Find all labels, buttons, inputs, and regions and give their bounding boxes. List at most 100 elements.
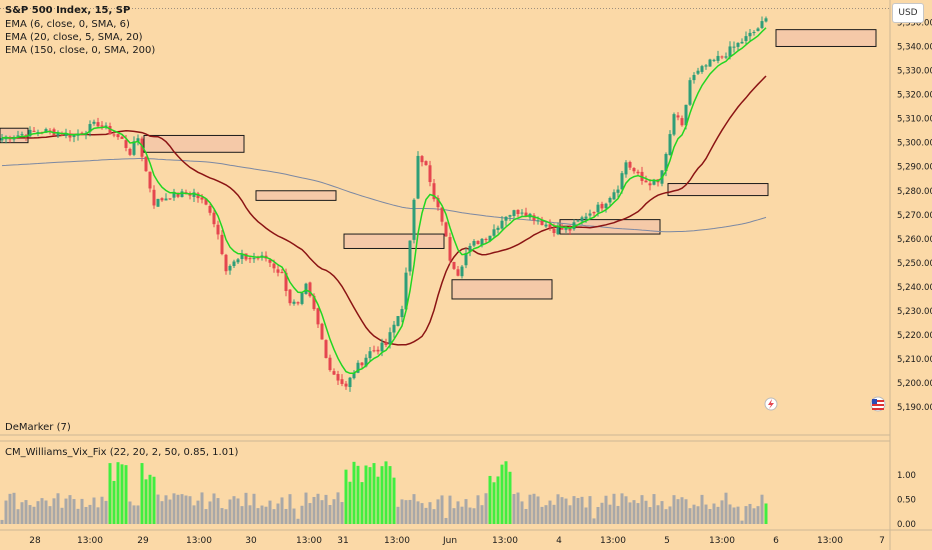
vix-bar xyxy=(708,508,712,524)
zone-box xyxy=(143,134,245,153)
candle-body xyxy=(380,342,384,352)
candle-body xyxy=(108,125,112,135)
indicator-ema-6[interactable]: EMA (6, close, 0, SMA, 6) xyxy=(5,19,130,30)
price-tick-label: 5,300.00 xyxy=(897,139,932,149)
candle-body xyxy=(236,259,240,263)
candle-body xyxy=(60,134,64,136)
vix-bar xyxy=(624,496,628,524)
candle-body xyxy=(412,199,416,240)
price-tick-label: 5,260.00 xyxy=(897,235,932,245)
candle-body xyxy=(608,197,612,203)
candle-body xyxy=(276,269,280,273)
symbol-title[interactable]: S&P 500 Index, 15, SP xyxy=(5,5,131,16)
vix-bar xyxy=(168,499,172,524)
candle-body xyxy=(680,118,684,126)
candle-body xyxy=(596,204,600,213)
vix-bar xyxy=(688,508,692,524)
candle-body xyxy=(164,198,168,201)
vix-bar xyxy=(468,507,472,524)
vix-bar xyxy=(560,497,564,524)
vix-bar xyxy=(604,495,608,524)
vix-tick-label: 0.00 xyxy=(897,520,916,530)
candle-body xyxy=(728,46,732,57)
vix-bar xyxy=(724,492,728,524)
vix-bar xyxy=(104,500,108,524)
candle-body xyxy=(132,141,136,155)
candle-body xyxy=(384,342,388,346)
vix-bar xyxy=(476,495,480,524)
candle-body xyxy=(424,161,428,166)
vix-bar xyxy=(388,466,392,524)
time-tick-label: 29 xyxy=(137,536,149,546)
vix-bar xyxy=(704,504,708,524)
candle-body xyxy=(756,28,760,31)
candle-body xyxy=(444,222,448,237)
candle-body xyxy=(296,302,300,304)
candle-body xyxy=(604,203,608,209)
candle-body xyxy=(160,198,164,201)
vix-bar xyxy=(496,476,500,524)
candle-body xyxy=(268,259,272,263)
vix-bar xyxy=(140,463,144,524)
candle-body xyxy=(448,237,452,261)
currency-button[interactable]: USD xyxy=(892,3,924,23)
zone-box xyxy=(255,190,337,201)
candle-body xyxy=(664,153,668,172)
candle-body xyxy=(128,148,132,155)
time-tick-label: 13:00 xyxy=(817,536,843,546)
us-flag-stripe xyxy=(872,408,884,410)
vix-bar xyxy=(196,500,200,524)
vix-bar xyxy=(28,505,32,524)
candle-body xyxy=(440,207,444,222)
candle-body xyxy=(724,56,728,58)
candle-body xyxy=(520,212,524,214)
candle-body xyxy=(688,80,692,105)
candle-body xyxy=(496,227,500,230)
candle-body xyxy=(752,32,756,34)
vix-bar xyxy=(132,505,136,524)
vix-bar xyxy=(180,494,184,524)
vix-bar xyxy=(600,502,604,524)
price-tick-label: 5,230.00 xyxy=(897,307,932,317)
vix-bar xyxy=(364,465,368,524)
candle-body xyxy=(404,272,408,310)
vix-bar xyxy=(408,499,412,524)
candle-body xyxy=(16,135,20,137)
vix-bar xyxy=(504,461,508,524)
candle-body xyxy=(364,357,368,367)
ema-150-line xyxy=(1,157,767,233)
candle-body xyxy=(316,308,320,325)
candle-body xyxy=(20,134,24,136)
candle-body xyxy=(708,59,712,67)
vix-bar xyxy=(316,493,320,524)
vix-bar xyxy=(416,501,420,524)
vix-bar xyxy=(88,504,92,524)
candle-body xyxy=(88,124,92,132)
vix-bar xyxy=(320,500,324,524)
vix-bar xyxy=(92,497,96,524)
price-tick-label: 5,340.00 xyxy=(897,42,932,52)
vix-bar xyxy=(424,507,428,524)
candle-body xyxy=(668,134,672,156)
vix-fix-pane-title[interactable]: CM_Williams_Vix_Fix (22, 20, 2, 50, 0.85… xyxy=(5,447,239,458)
indicator-ema-150[interactable]: EMA (150, close, 0, SMA, 200) xyxy=(5,45,156,56)
candle-body xyxy=(224,254,228,272)
vix-bar xyxy=(460,506,464,524)
vix-bar xyxy=(52,498,56,524)
candle-body xyxy=(612,192,616,200)
vix-bar xyxy=(248,505,252,524)
candle-body xyxy=(124,140,128,148)
vix-bar xyxy=(672,495,676,524)
demarker-pane-title[interactable]: DeMarker (7) xyxy=(5,422,71,433)
vix-bar xyxy=(272,509,276,524)
candle-body xyxy=(168,198,172,200)
candle-body xyxy=(188,194,192,196)
indicator-ema-20[interactable]: EMA (20, close, 5, SMA, 20) xyxy=(5,32,143,43)
candle-body xyxy=(72,134,76,138)
vix-bar xyxy=(764,503,768,524)
vix-bar xyxy=(464,499,468,524)
vix-bar xyxy=(12,492,16,524)
vix-bar xyxy=(440,495,444,524)
